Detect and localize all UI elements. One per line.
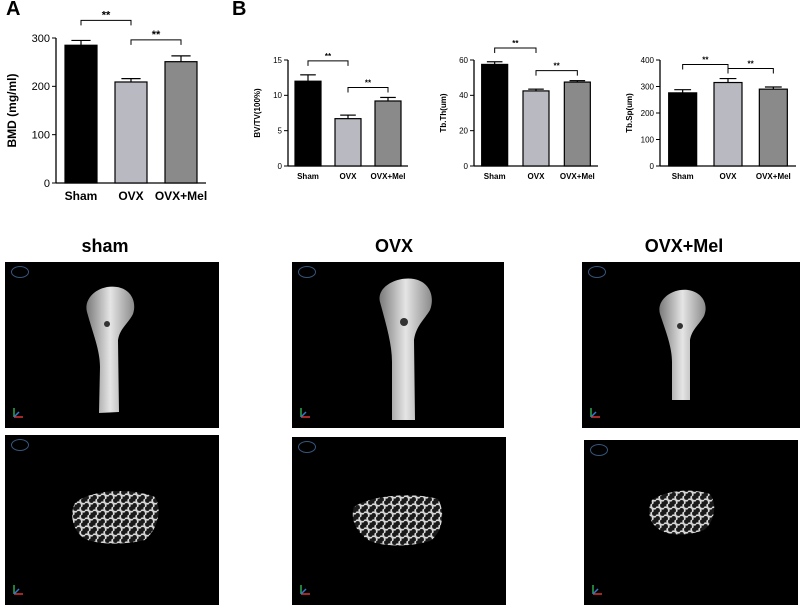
bar [164,61,198,184]
trabecular-bone-image [72,491,159,544]
y-axis-title: BMD (mg/ml) [5,74,19,148]
significance-label: ** [102,9,111,21]
y-tick-label: 0 [278,162,283,171]
bar [563,81,591,167]
trabecular-bone-image [352,495,443,546]
significance-bracket [682,64,729,70]
bar [758,88,788,167]
scanner-logo-icon [298,266,316,278]
bar [668,92,698,167]
x-tick-label: OVX+Mel [560,172,595,181]
femur-bone-image [659,289,706,400]
bmd-bar-chart: 0 100 200 300 BMD (mg/ml) Sham OVX OVX+Mel ** ** [5,9,207,203]
bar [294,80,322,167]
femur-bone-image [86,286,135,413]
y-tick-label: 100 [32,130,50,142]
x-tick-label: OVX [118,189,143,203]
bar [481,63,509,167]
y-tick-label: 40 [459,91,468,100]
trabecular-scan-ovx-mel [584,440,798,605]
axis-indicator-icon [590,408,600,418]
significance-bracket [535,70,578,76]
y-tick-label: 10 [273,91,282,100]
bar [522,90,550,167]
y-tick-label: 0 [464,162,469,171]
y-axis-title: Tb.Th(um) [439,93,448,132]
axis-indicator-icon [13,585,23,595]
tbth-bar-chart: 0 20 40 60 Tb.Th(um) Sham OVX OVX+Mel ** ** [439,39,598,181]
trabecular-scan-ovx [292,437,506,605]
significance-label: ** [325,52,332,61]
x-tick-label: OVX [340,172,358,181]
significance-bracket [727,68,774,74]
column-title-sham: sham [81,236,129,256]
x-tick-label: OVX+Mel [155,189,207,203]
y-tick-label: 200 [641,109,655,118]
x-tick-label: OVX+Mel [371,172,406,181]
trabecular-scan-sham [5,435,219,605]
y-tick-label: 0 [44,178,50,190]
panel-label-b: B [232,0,247,20]
y-axis-title: Tb.Sp(um) [625,93,634,133]
bar [713,81,743,167]
y-axis-title: BV/TV(100%) [253,88,262,138]
y-tick-label: 15 [273,56,282,65]
axis-indicator-icon [13,408,23,418]
y-tick-label: 200 [32,81,50,93]
significance-label: ** [748,60,755,69]
bar [374,100,402,167]
y-tick-label: 0 [650,162,655,171]
y-tick-label: 20 [459,126,468,135]
x-tick-label: Sham [297,172,319,181]
panel-label-a: A [6,0,21,20]
femur-scan-ovx [292,262,504,428]
significance-label: ** [554,62,561,71]
trabecular-bone-image [649,490,715,535]
x-tick-label: OVX [720,172,738,181]
y-tick-label: 5 [278,126,283,135]
significance-bracket [80,19,132,26]
x-tick-label: OVX+Mel [756,172,791,181]
bar [334,118,362,167]
x-tick-label: Sham [672,172,694,181]
significance-bracket [347,86,389,93]
scanner-logo-icon [588,266,606,278]
significance-bracket [494,47,537,53]
axis-indicator-icon [300,585,310,595]
femur-scan-sham [5,262,219,428]
y-tick-label: 300 [32,33,50,45]
femur-bone-image [379,278,432,420]
y-tick-label: 60 [459,56,468,65]
axis-indicator-icon [592,585,602,595]
bar [64,44,98,184]
significance-label: ** [365,78,372,87]
femur-scan-ovx-mel [582,262,800,428]
significance-bracket [130,39,182,45]
significance-label: ** [152,29,161,41]
x-tick-label: Sham [484,172,506,181]
scanner-logo-icon [11,266,29,278]
column-title-ovx-mel: OVX+Mel [644,236,724,256]
scanner-logo-icon [11,439,29,451]
x-tick-label: Sham [65,189,98,203]
tbsp-bar-chart: 0 100 200 300 400 Tb.Sp(um) Sham OVX OVX+Mel ** ** [625,56,796,181]
scanner-logo-icon [590,444,608,456]
significance-bracket [307,60,349,66]
y-tick-label: 400 [641,56,655,65]
significance-label: ** [512,39,519,48]
y-tick-label: 100 [641,135,655,144]
bar [114,81,148,184]
axis-indicator-icon [300,408,310,418]
scanner-logo-icon [298,441,316,453]
column-title-ovx: OVX [374,236,413,256]
y-tick-label: 300 [641,82,655,91]
x-tick-label: OVX [528,172,546,181]
bvtv-bar-chart: 0 5 10 15 BV/TV(100%) Sham OVX OVX+Mel ** ** [253,52,408,181]
significance-label: ** [702,56,709,65]
